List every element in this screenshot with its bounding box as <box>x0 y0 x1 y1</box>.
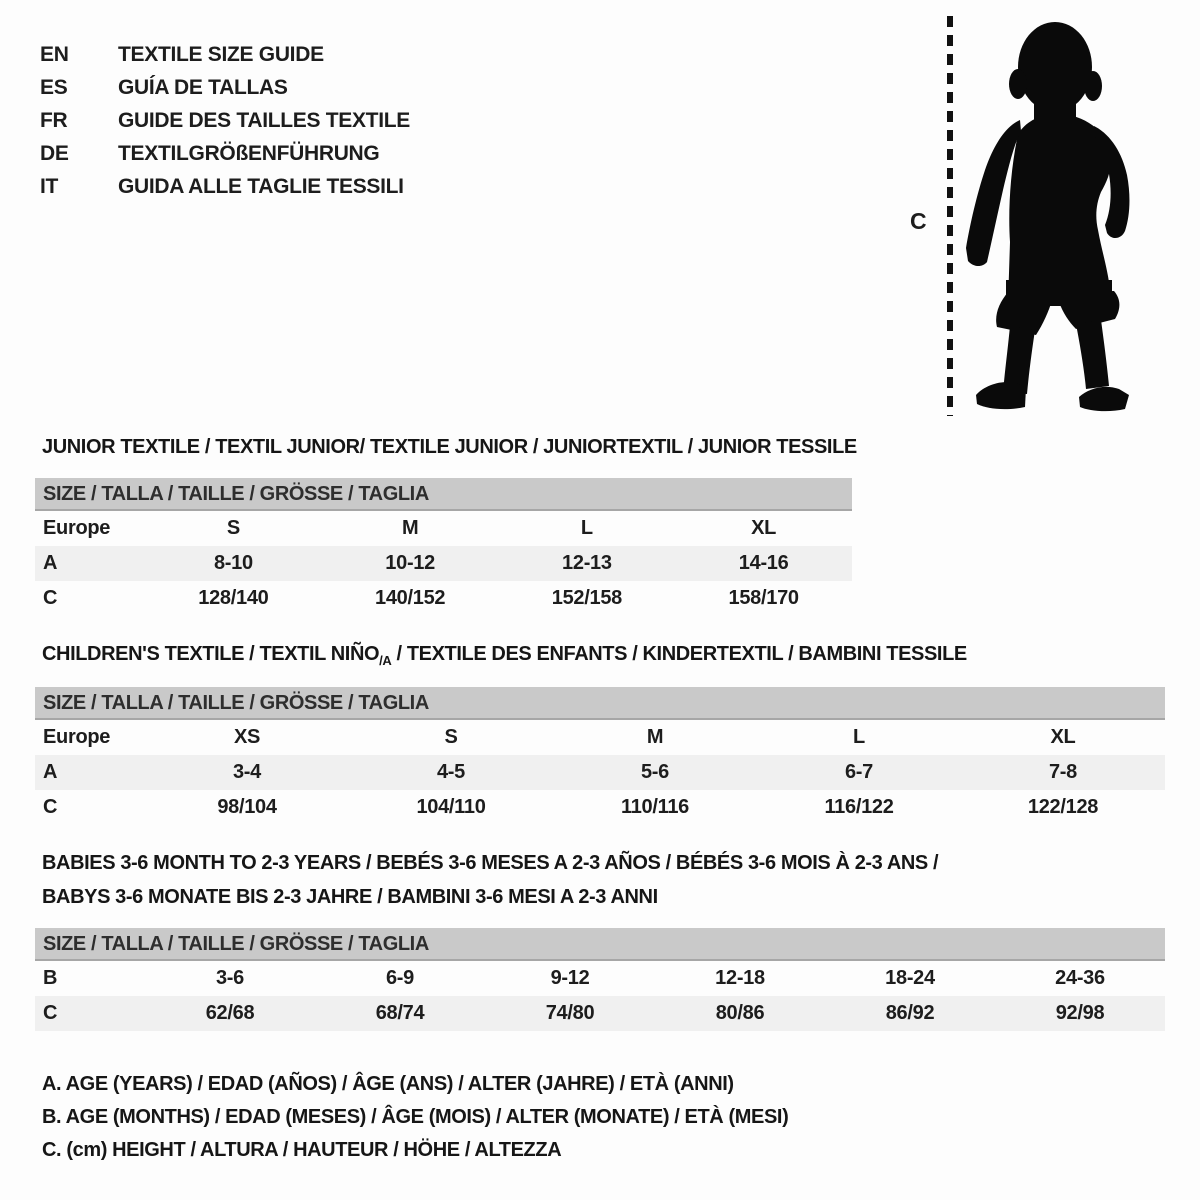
height-cell: 104/110 <box>416 796 486 818</box>
row-label: C <box>43 587 58 609</box>
age-cell: 7-8 <box>1048 761 1077 783</box>
age-cell: 18-24 <box>885 967 935 989</box>
table-row-europe: Europe XS S M L XL <box>35 720 1165 755</box>
lang-code: FR <box>40 109 68 132</box>
lang-code: IT <box>40 175 59 198</box>
height-dashed-line <box>947 16 953 416</box>
legend-line-a: A. AGE (YEARS) / EDAD (AÑOS) / ÂGE (ANS)… <box>42 1073 734 1095</box>
table-header-bar: SIZE / TALLA / TAILLE / GRÖSSE / TAGLIA <box>35 687 1165 720</box>
table-row-age-months: B 3-6 6-9 9-12 12-18 18-24 24-36 <box>35 961 1165 996</box>
babies-size-table: SIZE / TALLA / TAILLE / GRÖSSE / TAGLIA … <box>35 928 1165 1031</box>
table-row-height-cm: C 62/68 68/74 74/80 80/86 86/92 92/98 <box>35 996 1165 1031</box>
height-cell: 158/170 <box>728 587 800 609</box>
table-header-bar: SIZE / TALLA / TAILLE / GRÖSSE / TAGLIA <box>35 928 1165 961</box>
legend-line-b: B. AGE (MONTHS) / EDAD (MESES) / ÂGE (MO… <box>42 1106 789 1128</box>
age-cell: 12-13 <box>562 552 612 574</box>
age-cell: 12-18 <box>715 967 765 989</box>
children-title-text: / TEXTILE DES ENFANTS / KINDERTEXTIL / B… <box>391 643 968 665</box>
age-cell: 5-6 <box>640 761 669 783</box>
language-title-block: EN TEXTILE SIZE GUIDE ES GUÍA DE TALLAS … <box>40 38 410 203</box>
age-cell: 14-16 <box>738 552 789 574</box>
lang-row-es: ES GUÍA DE TALLAS <box>40 71 410 104</box>
age-cell: 24-36 <box>1055 967 1105 989</box>
age-cell: 6-9 <box>385 967 414 989</box>
row-label: Europe <box>43 517 111 539</box>
lang-row-it: IT GUIDA ALLE TAGLIE TESSILI <box>40 170 410 203</box>
table-row-height-cm: C 128/140 140/152 152/158 158/170 <box>35 581 852 616</box>
height-cell: 140/152 <box>375 587 446 609</box>
lang-code: DE <box>40 142 69 165</box>
row-label: B <box>43 967 58 989</box>
junior-size-table: SIZE / TALLA / TAILLE / GRÖSSE / TAGLIA … <box>35 478 852 616</box>
row-label: Europe <box>43 726 111 748</box>
height-cell: 152/158 <box>551 587 623 609</box>
age-cell: 10-12 <box>385 552 435 574</box>
height-cell: 110/116 <box>621 796 689 818</box>
table-row-age-years: A 3-4 4-5 5-6 6-7 7-8 <box>35 755 1165 790</box>
height-cell: 80/86 <box>715 1002 765 1024</box>
lang-code: ES <box>40 76 68 99</box>
height-cell: 86/92 <box>885 1002 935 1024</box>
babies-section-title: BABIES 3-6 MONTH TO 2-3 YEARS / BEBÉS 3-… <box>42 846 939 914</box>
size-cell: S <box>226 517 240 539</box>
babies-title-line1: BABIES 3-6 MONTH TO 2-3 YEARS / BEBÉS 3-… <box>42 852 939 874</box>
height-cell: 98/104 <box>217 796 277 818</box>
table-row-europe: Europe S M L XL <box>35 511 852 546</box>
age-cell: 9-12 <box>550 967 590 989</box>
table-header-bar: SIZE / TALLA / TAILLE / GRÖSSE / TAGLIA <box>35 478 852 511</box>
size-cell: M <box>646 726 664 748</box>
lang-label: GUÍA DE TALLAS <box>118 76 288 99</box>
size-cell: L <box>853 726 865 748</box>
height-cell: 74/80 <box>545 1002 595 1024</box>
age-cell: 3-6 <box>215 967 244 989</box>
children-size-table: SIZE / TALLA / TAILLE / GRÖSSE / TAGLIA … <box>35 687 1165 825</box>
size-cell: XL <box>1050 726 1076 748</box>
age-cell: 4-5 <box>436 761 465 783</box>
size-cell: L <box>580 517 593 539</box>
lang-row-de: DE TEXTILGRÖßENFÜHRUNG <box>40 137 410 170</box>
lang-label: TEXTILGRÖßENFÜHRUNG <box>118 142 380 165</box>
height-measure-label: C <box>910 208 927 234</box>
lang-label: TEXTILE SIZE GUIDE <box>118 43 324 66</box>
size-cell: XS <box>233 726 261 748</box>
row-label: C <box>43 796 58 818</box>
lang-code: EN <box>40 43 69 66</box>
babies-title-line2: BABYS 3-6 MONATE BIS 2-3 JAHRE / BAMBINI… <box>42 886 658 908</box>
row-label: C <box>43 1002 58 1024</box>
lang-row-en: EN TEXTILE SIZE GUIDE <box>40 38 410 71</box>
children-section-title: CHILDREN'S TEXTILE / TEXTIL NIÑO/A / TEX… <box>42 643 967 668</box>
toddler-silhouette-image <box>966 22 1130 412</box>
legend-line-c: C. (cm) HEIGHT / ALTURA / HAUTEUR / HÖHE… <box>42 1139 562 1161</box>
age-cell: 3-4 <box>232 761 261 783</box>
row-label: A <box>43 761 58 783</box>
lang-label: GUIDE DES TAILLES TEXTILE <box>118 109 410 132</box>
table-row-age-years: A 8-10 10-12 12-13 14-16 <box>35 546 852 581</box>
children-title-text: CHILDREN'S TEXTILE / TEXTIL NIÑO <box>42 643 380 665</box>
height-cell: 116/122 <box>824 796 894 818</box>
legend: A. AGE (YEARS) / EDAD (AÑOS) / ÂGE (ANS)… <box>42 1068 789 1167</box>
height-cell: 62/68 <box>205 1002 255 1024</box>
row-label: A <box>43 552 58 574</box>
age-cell: 6-7 <box>844 761 873 783</box>
size-cell: M <box>401 517 419 539</box>
lang-row-fr: FR GUIDE DES TAILLES TEXTILE <box>40 104 410 137</box>
age-cell: 8-10 <box>213 552 253 574</box>
height-cell: 68/74 <box>375 1002 425 1024</box>
table-row-height-cm: C 98/104 104/110 110/116 116/122 122/128 <box>35 790 1165 825</box>
height-cell: 92/98 <box>1055 1002 1105 1024</box>
height-cell: 128/140 <box>198 587 269 609</box>
junior-section-title: JUNIOR TEXTILE / TEXTIL JUNIOR/ TEXTILE … <box>42 436 857 458</box>
lang-label: GUIDA ALLE TAGLIE TESSILI <box>118 175 404 198</box>
height-cell: 122/128 <box>1027 796 1099 818</box>
children-title-sub: /A <box>379 653 392 668</box>
size-cell: XL <box>751 517 777 539</box>
size-cell: S <box>444 726 458 748</box>
